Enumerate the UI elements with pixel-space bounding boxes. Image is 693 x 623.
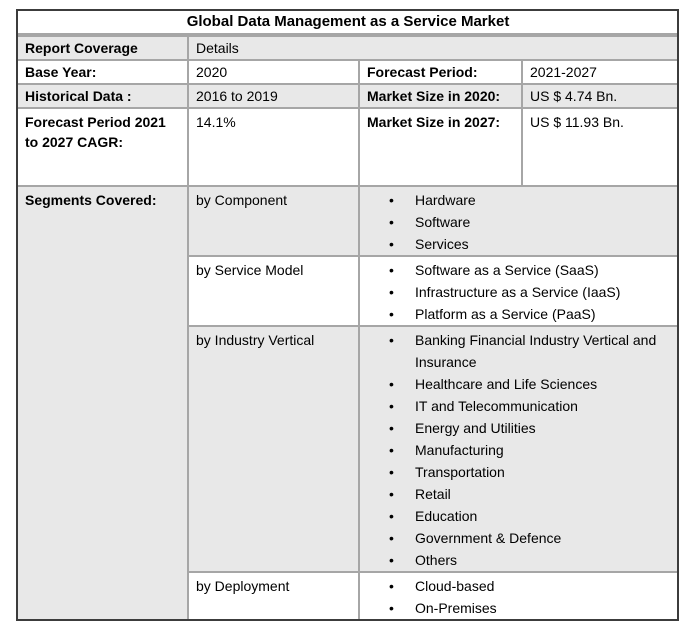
segment-items-industry-vertical: Banking Financial Industry Vertical and … xyxy=(357,325,678,573)
segment-items-service-model: Software as a Service (SaaS) Infrastruct… xyxy=(357,255,678,327)
segment-item: Education xyxy=(361,505,663,527)
segment-group-name-service-model: by Service Model xyxy=(187,255,360,327)
base-year-value: 2020 xyxy=(187,59,360,85)
segment-item: Government & Defence xyxy=(361,527,663,549)
cagr-value: 14.1% xyxy=(187,107,360,187)
segment-group-name-industry-vertical: by Industry Vertical xyxy=(187,325,360,573)
report-coverage-value: Details xyxy=(186,34,678,61)
market-size-2027-label: Market Size in 2027: xyxy=(358,107,523,187)
historical-data-label: Historical Data : xyxy=(18,83,189,109)
segments-component-row: Segments Covered: by Component Hardware … xyxy=(18,185,678,619)
segment-item: Hardware xyxy=(361,189,663,211)
segment-item: Software as a Service (SaaS) xyxy=(361,259,663,281)
table-title: Global Data Management as a Service Mark… xyxy=(18,11,678,37)
segment-item: Cloud-based xyxy=(361,575,663,597)
base-year-label: Base Year: xyxy=(18,59,189,85)
segment-items-component: Hardware Software Services xyxy=(357,185,678,257)
report-coverage-table-frame: Global Data Management as a Service Mark… xyxy=(16,9,679,621)
segment-item: Healthcare and Life Sciences xyxy=(361,373,663,395)
segment-item-list: Cloud-based On-Premises xyxy=(361,575,663,619)
forecast-period-label: Forecast Period: xyxy=(358,59,523,85)
market-size-2027-value: US $ 11.93 Bn. xyxy=(520,107,678,187)
title-row: Global Data Management as a Service Mark… xyxy=(18,11,678,37)
segment-item-list: Banking Financial Industry Vertical and … xyxy=(361,329,663,570)
segment-item-list: Software as a Service (SaaS) Infrastruct… xyxy=(361,259,663,324)
market-size-2020-label: Market Size in 2020: xyxy=(358,83,523,109)
segment-item: Infrastructure as a Service (IaaS) xyxy=(361,281,663,303)
market-size-2020-value: US $ 4.74 Bn. xyxy=(520,83,678,109)
segment-item: Banking Financial Industry Vertical and … xyxy=(361,329,663,373)
segment-item-list: Hardware Software Services xyxy=(361,189,663,254)
segment-group-name-deployment: by Deployment xyxy=(187,571,360,619)
segments-industry-vertical-row: by Industry Vertical Banking Financial I… xyxy=(18,325,678,573)
segment-item: Services xyxy=(361,233,663,254)
base-year-row: Base Year: 2020 Forecast Period: 2021-20… xyxy=(18,59,678,85)
segment-item: On-Premises xyxy=(361,597,663,619)
segment-item: Transportation xyxy=(361,461,663,483)
historical-data-value: 2016 to 2019 xyxy=(187,83,360,109)
segment-item: Others xyxy=(361,549,663,570)
forecast-period-value: 2021-2027 xyxy=(520,59,678,85)
cagr-row: Forecast Period 2021 to 2027 CAGR: 14.1%… xyxy=(18,107,678,187)
segment-items-deployment: Cloud-based On-Premises xyxy=(357,571,678,619)
report-coverage-label: Report Coverage xyxy=(18,34,189,61)
segment-item: IT and Telecommunication xyxy=(361,395,663,417)
header-row: Report Coverage Details xyxy=(18,34,678,61)
segments-service-model-row: by Service Model Software as a Service (… xyxy=(18,255,678,327)
report-coverage-table: Global Data Management as a Service Mark… xyxy=(18,11,678,619)
cagr-label: Forecast Period 2021 to 2027 CAGR: xyxy=(18,107,189,187)
segment-item: Platform as a Service (PaaS) xyxy=(361,303,663,324)
historical-data-row: Historical Data : 2016 to 2019 Market Si… xyxy=(18,83,678,109)
segment-group-name-component: by Component xyxy=(187,185,360,257)
segments-deployment-row: by Deployment Cloud-based On-Premises xyxy=(18,571,678,619)
segment-item: Software xyxy=(361,211,663,233)
segment-item: Manufacturing xyxy=(361,439,663,461)
segment-item: Energy and Utilities xyxy=(361,417,663,439)
segment-item: Retail xyxy=(361,483,663,505)
segments-covered-label: Segments Covered: xyxy=(18,185,189,619)
